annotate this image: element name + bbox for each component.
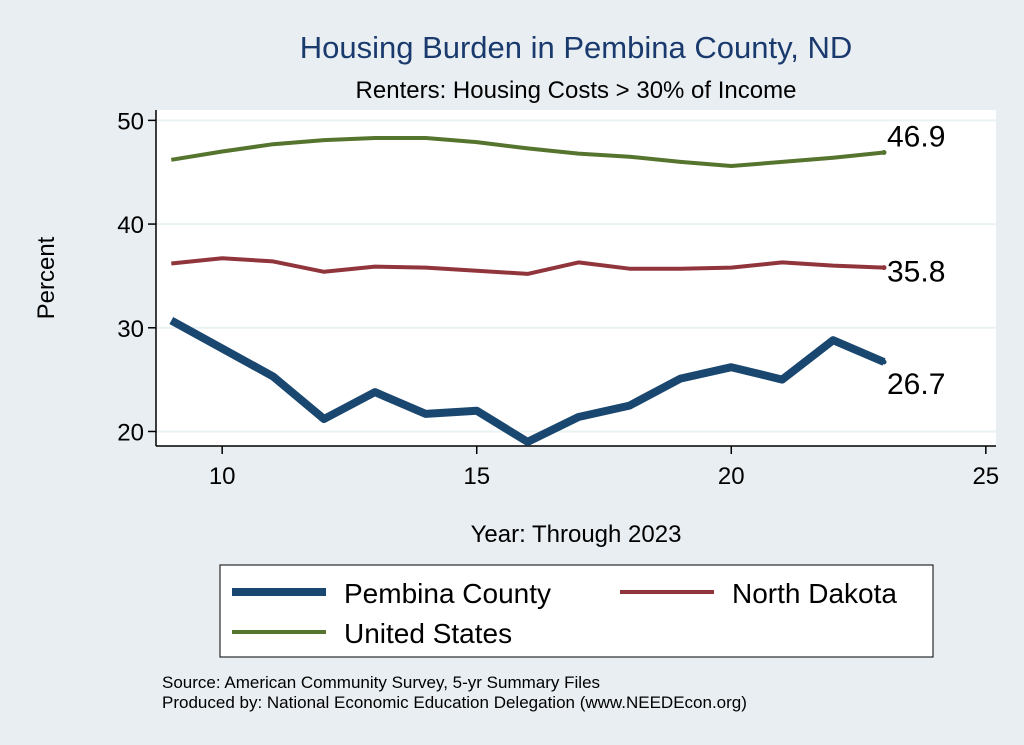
end-point-pembina-county (881, 359, 887, 365)
legend-label-north-dakota: North Dakota (732, 578, 897, 609)
y-tick-label-40: 40 (117, 212, 144, 239)
source-note: Source: American Community Survey, 5-yr … (162, 673, 600, 692)
series-line-north-dakota (171, 256, 885, 276)
legend-label-pembina-county: Pembina County (344, 578, 551, 609)
end-point-north-dakota (881, 265, 887, 271)
legend-label-united-states: United States (344, 618, 512, 649)
chart-subtitle: Renters: Housing Costs > 30% of Income (356, 77, 797, 104)
chart-title: Housing Burden in Pembina County, ND (300, 30, 853, 65)
end-label-united-states: 46.9 (887, 121, 945, 154)
series-line-pembina-county (169, 316, 886, 446)
plot-area (156, 110, 996, 446)
end-label-north-dakota: 35.8 (887, 256, 945, 289)
x-axis-title: Year: Through 2023 (471, 521, 682, 548)
y-tick-label-30: 30 (117, 316, 144, 343)
y-tick-label-20: 20 (117, 419, 144, 446)
y-axis-title: Percent (33, 236, 60, 319)
axes: 20 30 40 50 10 15 20 25 (117, 108, 999, 490)
producer-note: Produced by: National Economic Education… (162, 693, 747, 712)
series-line-united-states (170, 136, 885, 168)
y-tick-label-50: 50 (117, 108, 144, 135)
x-tick-label-15: 15 (463, 463, 490, 490)
legend: Pembina County North Dakota United State… (219, 564, 934, 658)
x-tick-label-25: 25 (972, 463, 999, 490)
x-tick-label-10: 10 (209, 463, 236, 490)
end-labels: 26.7 35.8 46.9 (881, 121, 945, 401)
gridlines (156, 119, 996, 433)
series-lines (169, 136, 886, 446)
legend-box (219, 564, 934, 658)
end-label-pembina-county: 26.7 (887, 368, 945, 401)
end-point-united-states (881, 150, 887, 156)
x-tick-label-20: 20 (718, 463, 745, 490)
